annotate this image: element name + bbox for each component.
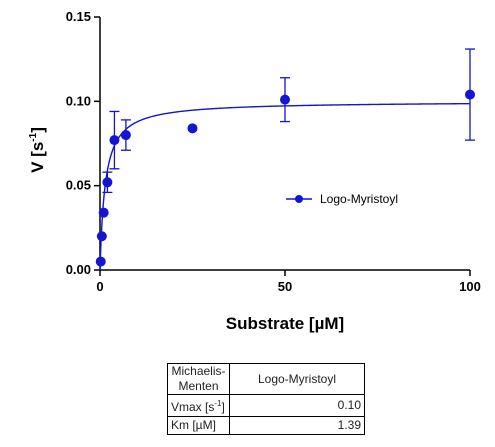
param-unit-close: ] xyxy=(221,400,225,414)
param-label-km: Km [µM] xyxy=(167,416,230,435)
fit-parameters-table: Michaelis- Menten Logo-Myristoyl Vmax [s-… xyxy=(167,363,365,435)
y-tick-label: 0.00 xyxy=(66,262,91,277)
michaelis-menten-fit-curve xyxy=(99,102,471,270)
table-row: Km [µM] 1.39 xyxy=(167,416,365,435)
error-bars xyxy=(102,48,475,194)
x-axis-title: Substrate [µM] xyxy=(226,314,344,333)
data-point xyxy=(98,207,109,218)
param-unit-open: [µM] xyxy=(189,418,216,432)
data-point xyxy=(187,123,198,134)
y-tick-label: 0.05 xyxy=(66,178,91,193)
param-name: Km xyxy=(171,418,189,432)
table-row: Vmax [s-1] 0.10 xyxy=(167,394,365,417)
kinetics-chart: 0.00 0.05 0.10 0.15 0 50 100 Substrate [µM] V … xyxy=(28,9,481,333)
data-point xyxy=(280,94,290,105)
table-header-model: Michaelis- Menten xyxy=(167,363,230,395)
data-point xyxy=(109,135,120,146)
data-point xyxy=(465,89,475,100)
data-point xyxy=(120,130,131,141)
data-point xyxy=(95,256,106,267)
param-unit-open: [s xyxy=(201,400,215,414)
legend: Logo-Myristoyl xyxy=(286,192,398,206)
y-tick-label: 0.10 xyxy=(66,93,91,108)
x-tick-label: 100 xyxy=(459,279,481,294)
param-name: Vmax xyxy=(171,400,202,414)
param-unit-exp: -1 xyxy=(214,399,222,408)
data-points xyxy=(95,89,475,267)
header-model-line1: Michaelis- xyxy=(171,364,226,378)
legend-marker xyxy=(295,195,303,203)
param-value-km: 1.39 xyxy=(229,416,365,435)
header-model-line2: Menten xyxy=(178,379,219,393)
data-point xyxy=(96,231,107,242)
y-axis-title: V [s-1] xyxy=(28,127,47,173)
table-header-row: Michaelis- Menten Logo-Myristoyl xyxy=(167,363,365,395)
axis-tick-labels: 0.00 0.05 0.10 0.15 0 50 100 xyxy=(66,9,481,294)
param-label-vmax: Vmax [s-1] xyxy=(167,394,230,417)
x-tick-label: 0 xyxy=(96,279,103,294)
table-header-series: Logo-Myristoyl xyxy=(229,363,365,395)
legend-label: Logo-Myristoyl xyxy=(320,192,398,206)
param-value-vmax: 0.10 xyxy=(229,394,365,417)
y-tick-label: 0.15 xyxy=(66,9,91,24)
axis-ticks xyxy=(94,16,471,276)
data-point xyxy=(102,177,113,188)
x-tick-label: 50 xyxy=(278,279,292,294)
